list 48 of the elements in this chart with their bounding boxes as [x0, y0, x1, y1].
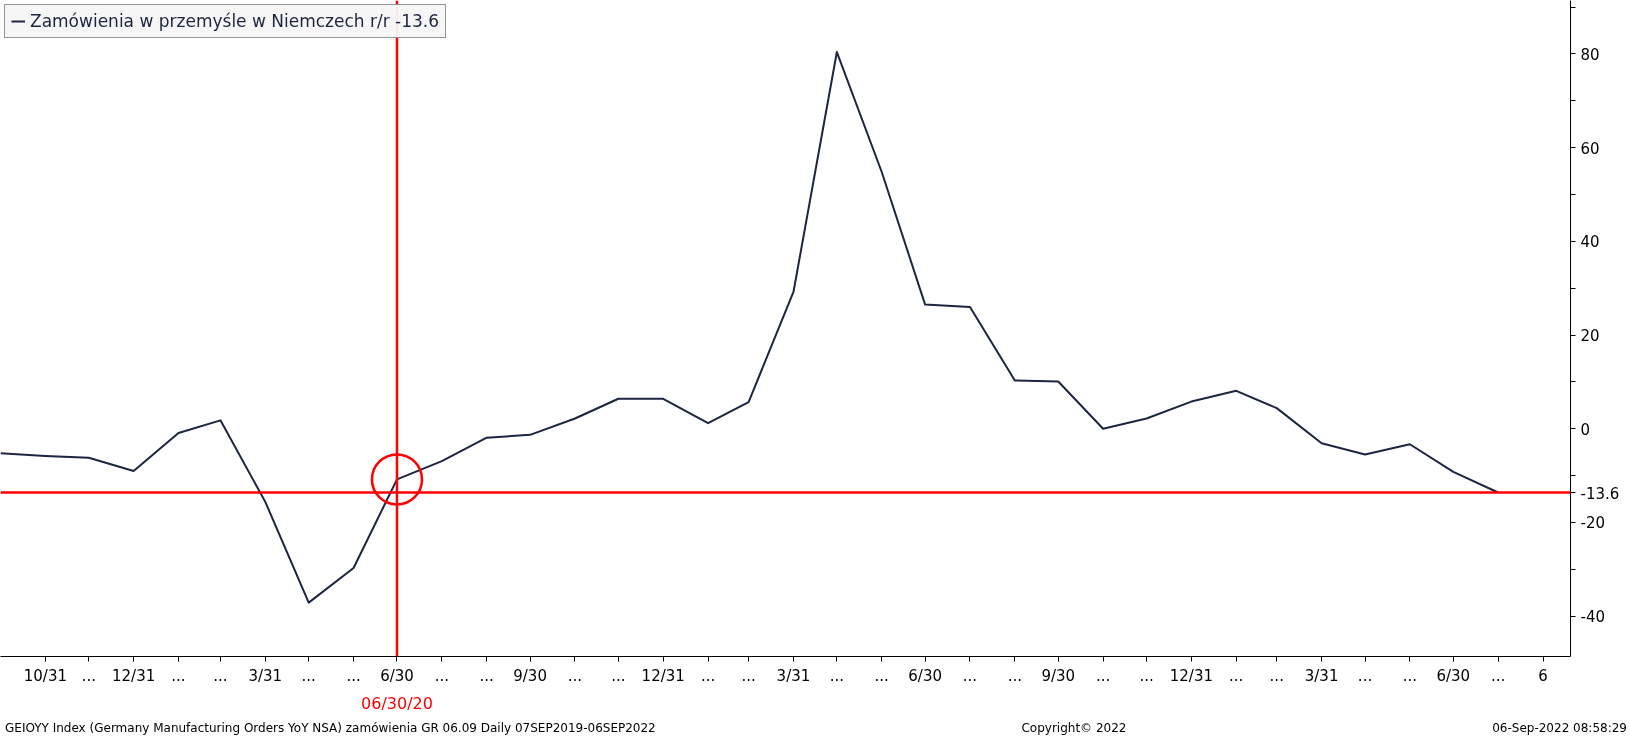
x-tick-label: 12/31: [641, 666, 685, 685]
x-tick-label: ...: [1357, 666, 1373, 685]
ref-line-label: 06/30/20: [361, 693, 433, 713]
x-tick-label: ...: [874, 666, 889, 685]
text: 06-Sep-2022 08:58:29: [1492, 720, 1627, 737]
x-tick-label: 9/30: [1041, 666, 1076, 685]
text: GEIOYY Index (Germany Manufacturing Orders YoY NSA) zamówienia GR 06.09 Daily 07SEP2019-06SEP2022: [5, 720, 656, 737]
y-tick-label: -20: [1580, 514, 1605, 533]
x-tick-label: ...: [81, 666, 96, 685]
x-tick-label: ...: [829, 666, 845, 685]
x-tick-label: ...: [567, 666, 583, 685]
x-tick-label: ...: [962, 666, 978, 685]
x-tick-label: 6: [1538, 666, 1548, 685]
ref-line-label: -13.6: [1580, 484, 1620, 503]
text: Copyright© 2022: [1021, 720, 1127, 737]
y-tick-label: -40: [1580, 608, 1605, 627]
x-tick-label: ...: [1095, 666, 1111, 685]
x-tick-label: 12/31: [1169, 666, 1214, 685]
x-tick-label: ...: [434, 666, 449, 685]
x-tick-label: ...: [700, 666, 716, 685]
x-tick-label: ...: [741, 666, 756, 685]
x-tick-label: ...: [1269, 666, 1284, 685]
x-tick-label: 3/31: [248, 666, 283, 685]
y-tick-label: 40: [1580, 233, 1600, 252]
y-tick-label: 0: [1580, 420, 1591, 439]
x-tick-label: ...: [301, 666, 316, 685]
legend-label: Zamówienia w przemyśle w Niemczech r/r -13.6: [30, 11, 440, 31]
x-tick-label: ...: [213, 666, 228, 685]
x-tick-label: ...: [611, 666, 626, 685]
x-tick-label: 3/31: [776, 666, 811, 685]
x-tick-label: 12/31: [112, 666, 156, 685]
x-tick-label: ...: [1402, 666, 1418, 685]
x-tick-label: ...: [346, 666, 361, 685]
x-tick-label: ...: [1491, 666, 1506, 685]
x-tick-label: 6/30: [908, 666, 942, 685]
x-tick-label: 10/31: [23, 666, 67, 685]
x-tick-label: ...: [1007, 666, 1023, 685]
x-tick-label: ...: [1229, 666, 1244, 685]
x-tick-label: 9/30: [513, 666, 547, 685]
x-tick-label: 6/30: [380, 666, 414, 685]
y-tick-label: 60: [1580, 139, 1600, 158]
x-tick-label: 6/30: [1436, 666, 1471, 685]
y-tick-label: 80: [1580, 45, 1600, 64]
y-tick-label: 20: [1580, 327, 1600, 346]
x-tick-label: ...: [171, 666, 186, 685]
x-tick-label: ...: [479, 666, 494, 685]
x-tick-label: 3/31: [1304, 666, 1339, 685]
x-tick-label: ...: [1139, 666, 1154, 685]
